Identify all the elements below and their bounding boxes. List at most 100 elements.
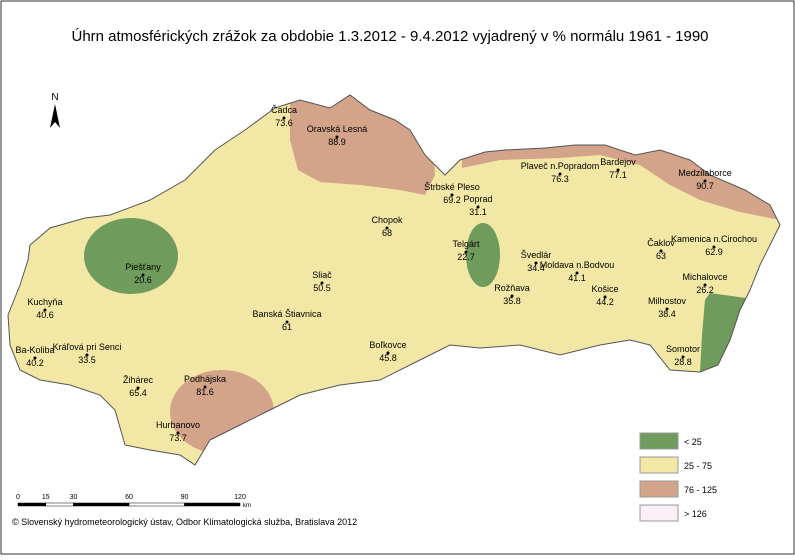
station-name: Košice — [591, 284, 618, 294]
scale-segment — [128, 502, 185, 507]
station-value: 76.3 — [551, 174, 569, 184]
legend: < 25 25 - 75 76 - 125 > 126 — [639, 432, 717, 522]
station-name: Piešťany — [125, 262, 161, 272]
station-dot — [335, 135, 339, 139]
scale-tick-label: 15 — [42, 494, 50, 501]
station-value: 73.6 — [275, 118, 293, 128]
station-dot — [176, 431, 180, 435]
station-value: 22.7 — [457, 252, 475, 262]
station-dot — [659, 249, 663, 253]
station-name: Kráľová pri Senci — [53, 342, 122, 352]
station-value: 41.1 — [568, 273, 586, 283]
station-dot — [33, 356, 37, 360]
station-name: Plaveč n.Popradom — [521, 161, 600, 171]
title: Úhrn atmosférických zrážok za obdobie 1.… — [71, 28, 708, 45]
legend-swatch — [639, 432, 679, 450]
station-value: 40.2 — [26, 358, 44, 368]
scale-segment — [17, 502, 46, 507]
station-name: Sliač — [312, 270, 332, 280]
station-dot — [85, 353, 89, 357]
legend-label: < 25 — [684, 437, 702, 447]
legend-label: > 126 — [684, 509, 707, 519]
station-dot — [43, 308, 47, 312]
credit: © Slovenský hydrometeorologický ústav, O… — [12, 517, 357, 527]
legend-swatch — [639, 504, 679, 522]
station-value: 50.5 — [313, 283, 331, 293]
station-dot — [386, 351, 390, 355]
north-arrow: N — [50, 92, 60, 128]
station-dot — [575, 271, 579, 275]
station-dot — [282, 116, 286, 120]
legend-label: 25 - 75 — [684, 461, 712, 471]
station-dot — [464, 250, 468, 254]
station-name: Kuchyňa — [27, 297, 62, 307]
station-name: Telgárt — [452, 239, 480, 249]
station-value: 73.7 — [169, 433, 187, 443]
station-value: 26.2 — [696, 285, 714, 295]
north-arrow-shape — [50, 104, 60, 128]
station-name: Moldava n.Bodvou — [540, 260, 615, 270]
station-name: Boľkovce — [369, 340, 406, 350]
station-dot — [703, 283, 707, 287]
station-value: 69.2 — [443, 195, 461, 205]
station-dot — [136, 386, 140, 390]
station-name: Michalovce — [682, 272, 727, 282]
station-name: Rožňava — [494, 283, 530, 293]
scale-tick-label: 90 — [181, 494, 189, 501]
scale-tick-label: 0 — [16, 494, 20, 501]
station-name: Somotor — [666, 344, 700, 354]
station-value: 65.4 — [129, 388, 147, 398]
station-dot — [558, 172, 562, 176]
station-dot — [534, 261, 538, 265]
station-dot — [616, 168, 620, 172]
scale-bar: 0 15 30 60 90 120 km — [16, 494, 251, 509]
scale-unit: km — [243, 503, 251, 509]
station-dot — [703, 179, 707, 183]
station-dot — [665, 307, 669, 311]
station-name: Švedlár — [521, 250, 552, 260]
station-value: 88.9 — [328, 137, 346, 147]
station-name: Chopok — [371, 215, 403, 225]
station-dot — [603, 295, 607, 299]
station-name: Medzilaborce — [678, 168, 732, 178]
station-name: Milhostov — [648, 296, 687, 306]
station-name: Žihárec — [123, 375, 154, 385]
station-name: Hurbanovo — [156, 420, 200, 430]
station-dot — [141, 273, 145, 277]
scale-segment — [73, 502, 130, 507]
station-value: 63 — [656, 251, 666, 261]
station-value: 31.1 — [469, 207, 487, 217]
station-dot — [476, 205, 480, 209]
station-name: Oravská Lesná — [307, 124, 368, 134]
station-dot — [510, 294, 514, 298]
station-value: 61 — [282, 322, 292, 332]
scale-tick-label: 30 — [70, 494, 78, 501]
station-value: 77.1 — [609, 170, 627, 180]
station-name: Ba-Koliba — [15, 345, 54, 355]
station-name: Podhájska — [184, 374, 226, 384]
station-dot — [203, 385, 207, 389]
station-value: 45.8 — [379, 353, 397, 363]
station-value: 62.9 — [705, 247, 723, 257]
zone-lt-25 — [466, 223, 500, 287]
station-value: 90.7 — [696, 181, 714, 191]
station-name: Bardejov — [600, 157, 636, 167]
station-dot — [712, 245, 716, 249]
station-value: 40.6 — [36, 310, 54, 320]
station-dot — [385, 226, 389, 230]
station-name: Čaklov — [647, 238, 675, 248]
legend-swatch — [639, 456, 679, 474]
north-label: N — [51, 92, 58, 103]
station-value: 44.2 — [596, 297, 614, 307]
scale-tick-label: 120 — [234, 494, 246, 501]
station-value: 20.6 — [134, 275, 152, 285]
station-value: 68 — [382, 228, 392, 238]
station-name: Štrbské Pleso — [424, 182, 480, 192]
station-dot — [320, 281, 324, 285]
scale-tick-label: 60 — [125, 494, 133, 501]
station-name: Banská Štiavnica — [252, 309, 321, 319]
station-value: 28.8 — [674, 357, 692, 367]
stations: Čadca 73.6 Oravská Lesná 88.9 Štrbské Pleso 6… — [15, 105, 757, 443]
station-name: Kamenica n.Cirochou — [671, 234, 757, 244]
station-name: Poprad — [463, 194, 492, 204]
